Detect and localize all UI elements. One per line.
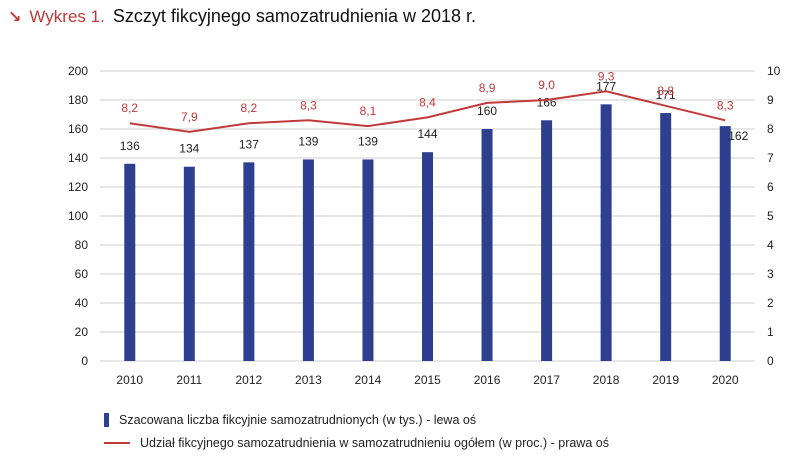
x-tick-label: 2017	[533, 373, 560, 387]
legend-line-swatch	[104, 442, 130, 444]
bar-value-label: 160	[477, 104, 497, 118]
x-tick-label: 2020	[712, 373, 739, 387]
bar-value-label: 162	[728, 129, 748, 143]
chart-header: ↘ Wykres 1. Szczyt fikcyjnego samozatrud…	[8, 6, 476, 34]
line-value-label: 8,1	[360, 104, 377, 118]
right-tick-label: 9	[767, 93, 774, 107]
bar	[302, 159, 314, 361]
line-value-label: 8,2	[121, 101, 138, 115]
x-tick-label: 2016	[474, 373, 501, 387]
line-value-label: 9,3	[598, 69, 615, 83]
x-tick-label: 2010	[116, 373, 143, 387]
right-tick-label: 0	[767, 354, 774, 368]
bar	[243, 162, 255, 361]
line-value-label: 8,3	[717, 98, 734, 112]
bar	[541, 120, 553, 361]
left-tick-label: 80	[75, 238, 89, 252]
legend-line-label: Udział fikcyjnego samozatrudnienia w sam…	[140, 436, 609, 450]
bar	[660, 113, 672, 361]
right-tick-label: 5	[767, 209, 774, 223]
left-tick-label: 140	[68, 151, 88, 165]
legend-bar-swatch	[104, 413, 109, 427]
left-tick-label: 0	[81, 354, 88, 368]
bar-value-label: 171	[656, 88, 676, 102]
bar	[183, 166, 195, 361]
x-tick-label: 2013	[295, 373, 322, 387]
left-tick-label: 160	[68, 122, 88, 136]
left-axis-ticks: 0 20 40 60 80 100 120 140 160 180 200	[68, 64, 88, 368]
right-tick-label: 4	[767, 238, 774, 252]
right-tick-label: 3	[767, 267, 774, 281]
bar	[600, 104, 612, 361]
bar	[719, 126, 731, 361]
line-value-label: 8,2	[241, 101, 258, 115]
bar-value-label: 139	[358, 134, 378, 148]
bar-value-label: 136	[120, 139, 140, 153]
left-tick-label: 100	[68, 209, 88, 223]
bar-value-label: 139	[298, 134, 318, 148]
bar	[362, 159, 374, 361]
bar-value-label: 166	[537, 95, 557, 109]
x-axis-ticks: 2010 2011 2012 2013 2014 2015 2016 2017 2018 2019…	[116, 373, 738, 387]
right-tick-label: 1	[767, 325, 774, 339]
line-value-label: 8,3	[300, 98, 317, 112]
line-value-label: 7,9	[181, 110, 198, 124]
left-tick-label: 200	[68, 64, 88, 78]
right-tick-label: 7	[767, 151, 774, 165]
x-tick-label: 2015	[414, 373, 441, 387]
legend-item-line: Udział fikcyjnego samozatrudnienia w sam…	[104, 436, 609, 450]
x-tick-label: 2011	[176, 373, 202, 387]
figure-number: Wykres 1.	[29, 7, 105, 26]
x-tick-label: 2019	[652, 373, 679, 387]
x-tick-label: 2018	[593, 373, 620, 387]
bar	[422, 152, 433, 361]
right-tick-label: 6	[767, 180, 774, 194]
bar-value-label: 137	[239, 137, 259, 151]
right-tick-label: 2	[767, 296, 774, 310]
line-series: 8,2 7,9 8,2 8,3 8,1 8,4 8,9 9,0 9,3 8,8 8,3	[121, 69, 734, 133]
x-tick-label: 2014	[355, 373, 382, 387]
chart-title: Szczyt fikcyjnego samozatrudnienia w 201…	[112, 6, 477, 26]
line-value-label: 9,0	[538, 78, 555, 92]
right-tick-label: 8	[767, 122, 774, 136]
bar-value-label: 177	[596, 79, 616, 93]
left-tick-label: 120	[68, 180, 88, 194]
left-tick-label: 60	[75, 267, 89, 281]
legend-bar-label: Szacowana liczba fikcyjnie samozatrudnio…	[119, 413, 477, 427]
line-path	[129, 90, 726, 133]
left-tick-label: 180	[68, 93, 88, 107]
bar-series: 136 134 137 139 139 144 160 166 177 171 162	[120, 79, 749, 361]
line-value-label: 8,9	[479, 81, 496, 95]
arrow-down-right-icon: ↘	[8, 9, 22, 26]
bar	[124, 163, 136, 361]
x-tick-label: 2012	[236, 373, 263, 387]
left-tick-label: 40	[75, 296, 89, 310]
legend-item-bars: Szacowana liczba fikcyjnie samozatrudnio…	[104, 413, 476, 427]
line-value-label: 8,4	[419, 95, 436, 109]
right-axis-ticks: 0 1 2 3 4 5 6 7 8 9 10	[767, 64, 781, 368]
right-tick-label: 10	[767, 64, 781, 78]
line-value-label: 8,8	[657, 84, 674, 98]
bar-value-label: 134	[179, 142, 199, 156]
left-tick-label: 20	[75, 325, 89, 339]
bar	[481, 129, 493, 361]
chart-plot: 0 20 40 60 80 100 120 140 160 180 200 0 1 2 3 4 5 6 7 8 9 10…	[68, 64, 781, 387]
bar-value-label: 144	[417, 127, 437, 141]
